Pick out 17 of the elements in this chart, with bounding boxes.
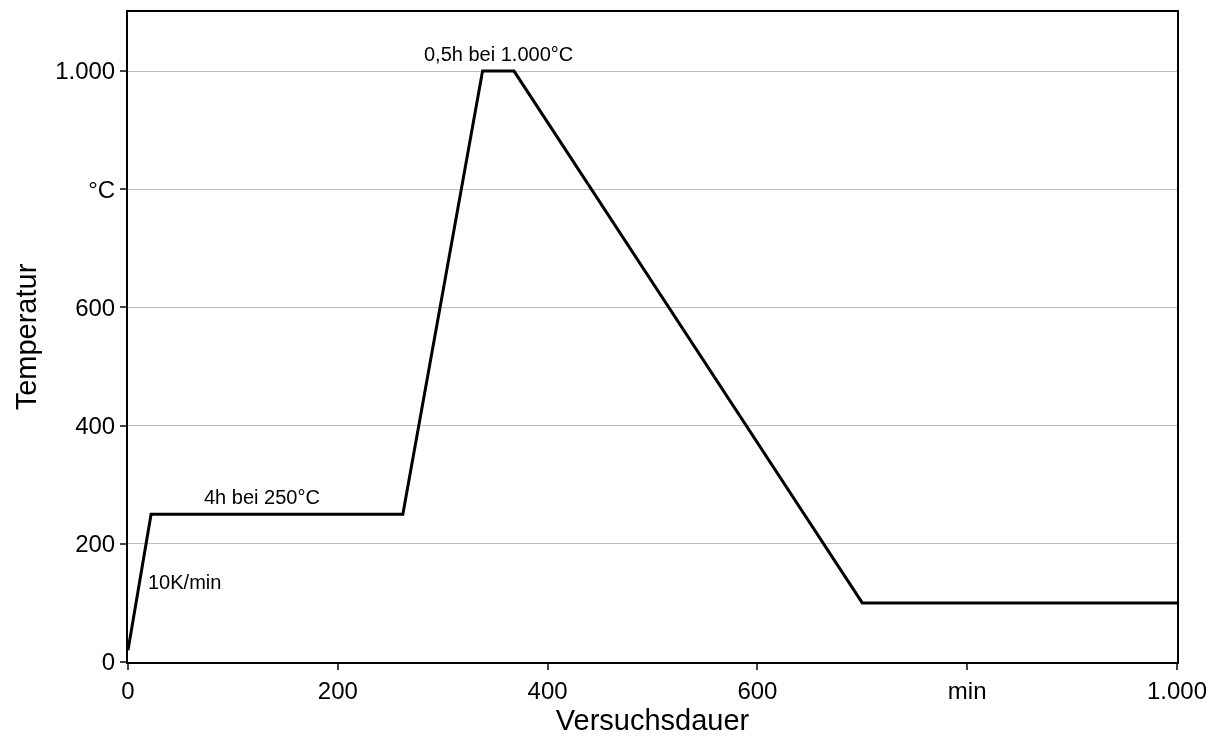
- x-tick-label: 200: [317, 676, 358, 704]
- y-tick-label: 0: [101, 648, 116, 676]
- annotation: 10K/min: [148, 571, 222, 593]
- x-tick-label: 600: [737, 676, 778, 704]
- y-tick-label: 200: [75, 530, 116, 558]
- x-tick-label: min: [947, 676, 987, 704]
- x-axis-title: Versuchsdauer: [555, 703, 750, 736]
- y-tick-label: 400: [75, 412, 116, 440]
- annotation: 0,5h bei 1.000°C: [424, 43, 574, 65]
- y-tick-label: 600: [75, 293, 116, 321]
- x-tick-label: 0: [121, 676, 135, 704]
- y-tick-label: 1.000: [55, 57, 116, 85]
- x-tick-label: 1.000: [1146, 676, 1208, 704]
- x-tick-label: 400: [527, 676, 568, 704]
- y-axis-title: Temperatur: [9, 263, 42, 411]
- annotation: 4h bei 250°C: [204, 486, 320, 508]
- y-tick-label: °C: [88, 175, 116, 203]
